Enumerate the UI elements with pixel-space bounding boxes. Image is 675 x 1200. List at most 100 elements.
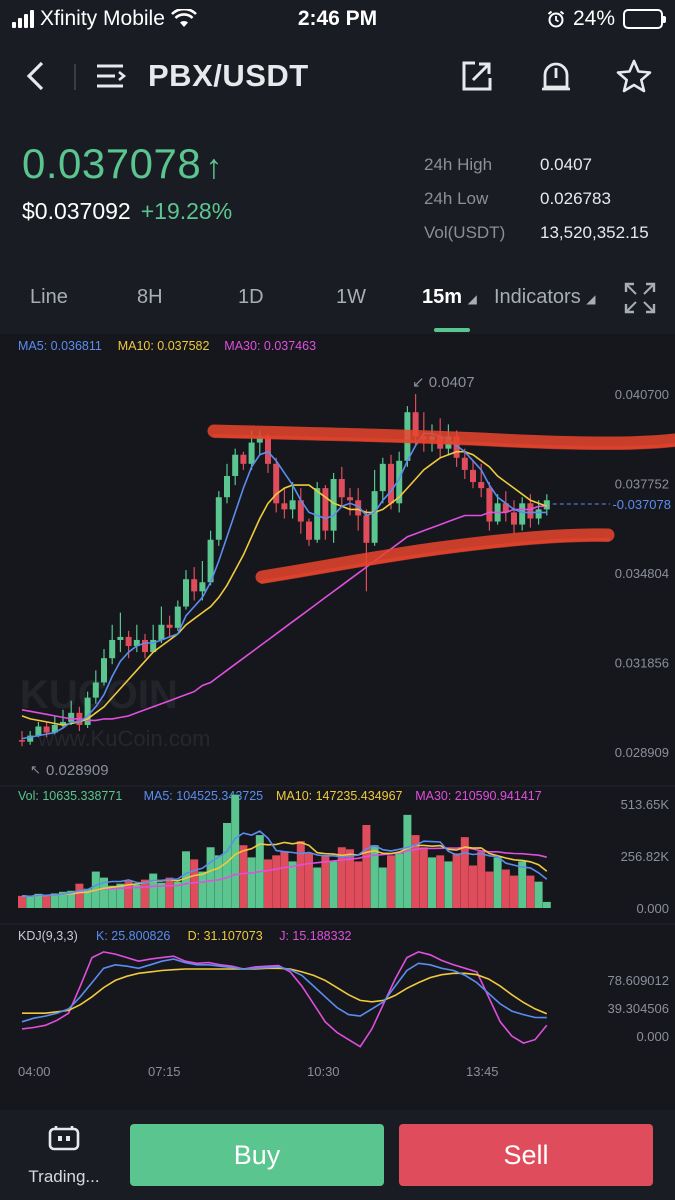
- status-right: 24%: [547, 7, 666, 31]
- bottom-bar: Trading... Buy Sell: [0, 1110, 675, 1200]
- volume-bar: [100, 877, 108, 908]
- volume-bar: [485, 871, 494, 908]
- status-bar: Xfinity Mobile 2:46 PM 24%: [0, 0, 675, 40]
- resistance-annotation-edge: [212, 434, 675, 450]
- candle: [388, 463, 394, 504]
- volume-bar: [428, 857, 436, 908]
- price-up-arrow-icon: ↑: [205, 148, 223, 186]
- sell-button[interactable]: Sell: [399, 1124, 653, 1186]
- candle: [27, 735, 34, 742]
- candle: [297, 500, 304, 522]
- share-button[interactable]: [457, 56, 497, 96]
- volume-bar: [346, 849, 354, 908]
- kdj-axis-label: 0.000: [636, 1029, 669, 1044]
- candle: [158, 624, 165, 640]
- candle: [461, 457, 468, 470]
- time-axis-label: 07:15: [148, 1064, 181, 1079]
- volume-axis-label: 256.82K: [621, 849, 670, 864]
- volume-bar: [18, 895, 26, 908]
- candle: [101, 658, 107, 683]
- price-alert-button[interactable]: [536, 56, 576, 96]
- volume-bar: [305, 853, 313, 908]
- volume-bar: [116, 883, 125, 908]
- volume-bar: [214, 855, 223, 908]
- trading-bot-button[interactable]: Trading...: [14, 1124, 114, 1187]
- signal-icon: [12, 10, 34, 28]
- price-axis-label: 0.031856: [615, 656, 669, 671]
- candle: [412, 412, 419, 437]
- ma-legend-item: MA10: 0.037582: [118, 339, 210, 353]
- price-axis-label: 0.037752: [615, 477, 669, 492]
- candle: [347, 497, 353, 501]
- volume-bar: [321, 855, 330, 908]
- buy-button[interactable]: Buy: [130, 1124, 384, 1186]
- candle: [330, 479, 337, 531]
- volume-legend-item: MA10: 147235.434967: [276, 789, 403, 803]
- volume-bar: [403, 814, 412, 908]
- candle: [232, 454, 239, 476]
- volume-bar: [26, 896, 35, 908]
- price-axis-label: 0.028909: [615, 745, 669, 760]
- kdj-legend-item: KDJ(9,3,3): [18, 929, 78, 943]
- volume-bar: [124, 880, 133, 908]
- candle: [125, 636, 132, 647]
- tab-1d[interactable]: 1D: [238, 286, 264, 308]
- pair-list-button[interactable]: [92, 56, 132, 96]
- price-axis-label: 0.040700: [615, 387, 669, 402]
- chart-area[interactable]: KUCOIN www.KuCoin.com MA5: 0.036811 MA10: 0…: [0, 334, 675, 1110]
- wifi-icon: [170, 9, 197, 27]
- candle: [248, 442, 255, 464]
- candle: [543, 500, 550, 510]
- stat-row: Vol(USDT) 13,520,352.15: [424, 216, 664, 250]
- candle: [43, 726, 50, 733]
- candle: [379, 463, 386, 492]
- candle: [109, 639, 116, 659]
- tab-15m[interactable]: 15m ◢: [422, 286, 477, 309]
- volume-bar: [157, 882, 166, 908]
- volume-legend-item: MA5: 104525.343725: [144, 789, 264, 803]
- volume-bar: [419, 847, 428, 908]
- ma-legend-item: MA30: 0.037463: [224, 339, 316, 353]
- navigation-bar: PBX/USDT: [0, 40, 675, 115]
- volume-bar: [288, 861, 297, 908]
- tab-line[interactable]: Line: [30, 286, 68, 308]
- kdj-legend-item: K: 25.800826: [96, 929, 170, 943]
- tab-8h[interactable]: 8H: [137, 286, 163, 308]
- tab-indicators[interactable]: Indicators ◢: [494, 286, 596, 309]
- tab-1w[interactable]: 1W: [336, 286, 366, 308]
- volume-bar: [132, 884, 141, 908]
- volume-ma5-line: [21, 830, 548, 898]
- carrier: Xfinity Mobile: [12, 7, 197, 31]
- ma5-line: [21, 432, 547, 740]
- candle: [470, 469, 476, 483]
- favorite-button[interactable]: [614, 56, 654, 96]
- candle: [453, 436, 460, 458]
- candle: [396, 460, 403, 504]
- candle: [19, 740, 25, 742]
- fullscreen-button[interactable]: [624, 282, 656, 320]
- volume-legend-item: MA30: 210590.941417: [415, 789, 542, 803]
- volume-bar: [141, 879, 149, 908]
- volume-bar: [469, 865, 477, 908]
- kdj-axis-label: 39.304506: [608, 1001, 669, 1016]
- volume-bar: [296, 841, 305, 908]
- volume-bar: [370, 845, 379, 908]
- last-price: 0.037078 ↑: [22, 140, 232, 188]
- timeframe-tabs: Line 8H 1D 1W 15m ◢ Indicators ◢: [0, 272, 675, 334]
- back-button[interactable]: [16, 56, 56, 96]
- volume-bar: [50, 893, 59, 908]
- active-tab-indicator: [434, 328, 470, 332]
- price-change: +19.28%: [140, 198, 233, 224]
- candle: [199, 582, 206, 592]
- volume-bar: [518, 861, 527, 908]
- volume-ma30-line: [21, 846, 547, 898]
- high-price-marker: ↙ 0.0407: [412, 374, 475, 391]
- stat-value: 0.0407: [540, 155, 592, 174]
- stat-row: 24h High 0.0407: [424, 148, 664, 182]
- battery-icon: [623, 9, 666, 29]
- candle: [142, 639, 148, 653]
- volume-bar: [534, 881, 543, 908]
- pair-title[interactable]: PBX/USDT: [148, 58, 309, 93]
- volume-bar: [337, 847, 346, 908]
